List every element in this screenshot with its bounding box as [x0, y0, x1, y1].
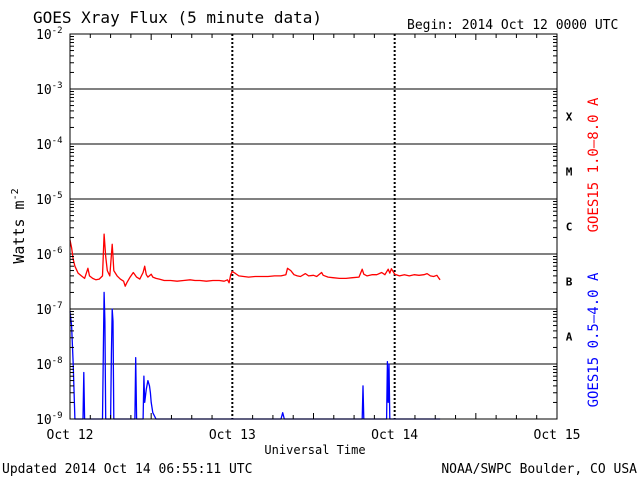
y-axis-label-text: Watts m	[10, 200, 28, 263]
x-axis-label: Universal Time	[264, 443, 365, 457]
y-tick-label: 10-6	[36, 246, 63, 263]
series-line-short-wavelength	[69, 291, 441, 420]
y-tick-label: 10-5	[36, 191, 63, 208]
x-tick-label: Oct 12	[47, 428, 94, 443]
x-tick-label: Oct 13	[209, 428, 256, 443]
x-tick-label: Oct 14	[371, 428, 418, 443]
y-tick-label: 10-3	[36, 81, 63, 98]
updated-timestamp: Updated 2014 Oct 14 06:55:11 UTC	[2, 462, 252, 477]
flare-class-labels: X M C B A	[566, 111, 573, 344]
y-axis-label: Watts m-2	[10, 188, 28, 263]
axis-ticks	[70, 34, 557, 419]
flare-class-label: C	[566, 221, 573, 234]
y-tick-label: 10-9	[36, 411, 63, 428]
legend-series-short: GOES15 0.5–4.0 A	[586, 272, 602, 407]
begin-label: Begin: 2014 Oct 12 0000 UTC	[407, 18, 618, 33]
grid-lines	[70, 34, 557, 419]
flare-class-label: M	[566, 166, 573, 179]
y-axis-label-exponent: -2	[10, 188, 21, 200]
x-tick-label: Oct 15	[534, 428, 581, 443]
y-tick-label: 10-7	[36, 301, 63, 318]
chart-title: GOES Xray Flux (5 minute data)	[33, 8, 322, 27]
plot-frame	[69, 33, 558, 420]
series-line-long-wavelength	[69, 233, 441, 287]
flare-class-label: X	[566, 111, 573, 124]
y-tick-label: 10-4	[36, 136, 63, 153]
y-tick-label: 10-8	[36, 356, 63, 373]
y-tick-label: 10-2	[36, 26, 63, 43]
y-tick-labels: 10-2 10-3 10-4 10-5 10-6 10-7 10-8 10-9	[36, 26, 63, 428]
series-lines	[69, 233, 441, 420]
source-credit: NOAA/SWPC Boulder, CO USA	[441, 462, 637, 477]
flare-class-label: B	[566, 276, 573, 289]
legend-series-long: GOES15 1.0–8.0 A	[586, 97, 602, 232]
x-tick-labels: Oct 12 Oct 13 Oct 14 Oct 15	[47, 428, 581, 443]
flare-class-label: A	[566, 331, 573, 344]
